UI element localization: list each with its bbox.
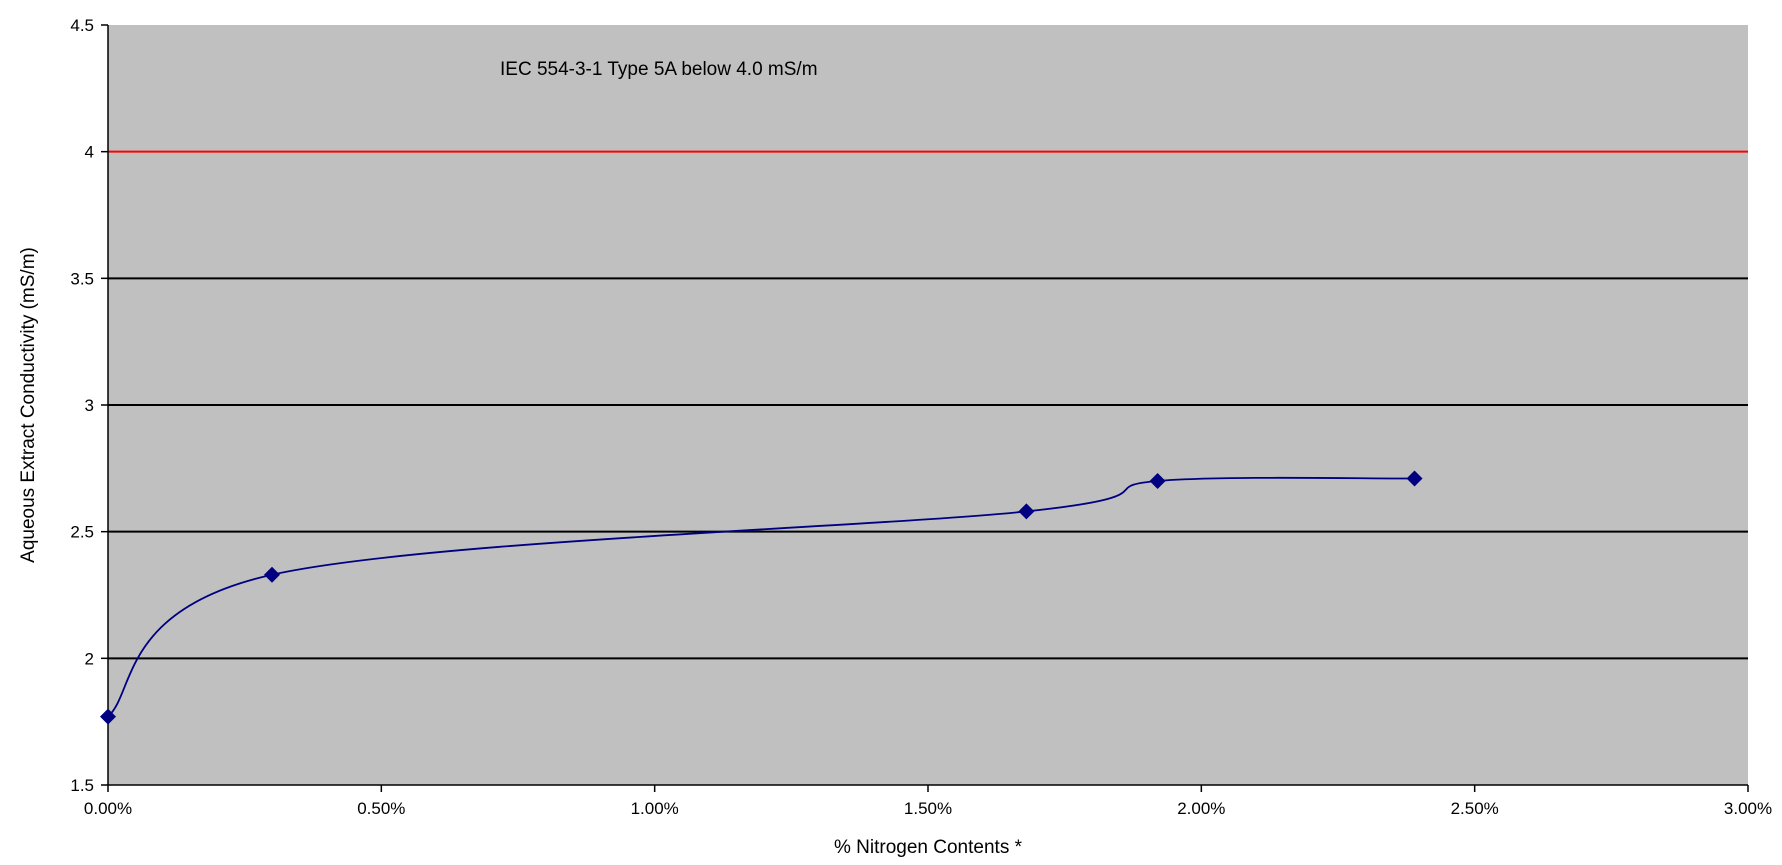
series-line: [107, 476, 1415, 718]
series-markers: [100, 470, 1423, 725]
y-tick-label: 1.5: [70, 776, 94, 795]
x-tick-label: 1.00%: [631, 799, 679, 818]
y-tick-label: 2: [85, 649, 94, 668]
x-tick-label: 0.50%: [357, 799, 405, 818]
data-point-4: [1406, 470, 1423, 487]
y-axis-title: Aqueous Extract Conductivity (mS/m): [18, 247, 39, 563]
data-point-1: [264, 566, 280, 583]
y-tick-label: 4.5: [70, 16, 94, 35]
x-tick-label: 2.00%: [1177, 799, 1225, 818]
data-point-3: [1149, 473, 1166, 489]
x-axis-title: % Nitrogen Contents *: [834, 837, 1023, 858]
x-tick-label: 1.50%: [904, 799, 952, 818]
axis-ticks: 1.5 2 2.5 3 3.5 4 4.5 0.00% 0.50% 1.00% 1.50% 2.00%…: [70, 16, 1772, 818]
data-point-0: [100, 708, 116, 725]
y-tick-label: 2.5: [70, 523, 94, 542]
x-tick-label: 3.00%: [1724, 799, 1772, 818]
x-tick-label: 2.50%: [1451, 799, 1499, 818]
data-point-2: [1018, 503, 1035, 520]
y-tick-label: 4: [85, 143, 94, 162]
y-tick-label: 3.5: [70, 269, 94, 288]
y-tick-label: 3: [85, 396, 94, 415]
x-tick-label: 0.00%: [84, 799, 132, 818]
gridlines: [108, 277, 1748, 660]
annotation-text: IEC 554-3-1 Type 5A below 4.0 mS/m: [500, 59, 818, 80]
